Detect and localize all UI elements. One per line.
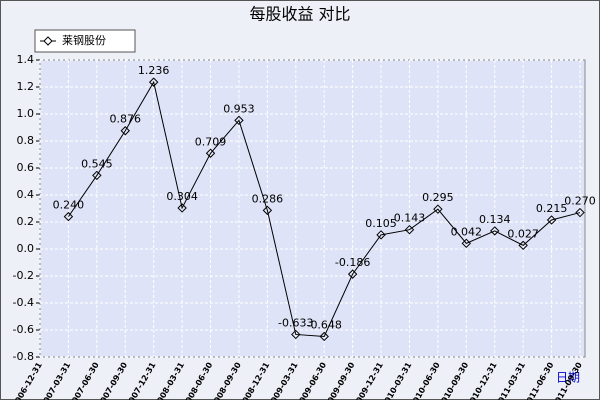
y-tick-label: -0.4 [13,296,34,309]
y-tick-label: 0.2 [17,215,35,228]
legend-marker [43,36,53,46]
plot-area [39,59,586,358]
y-tick-label: -0.2 [13,269,34,282]
point-marker [120,126,130,136]
value-label: 0.876 [110,113,142,126]
legend-box [34,29,136,53]
y-tick-label: 0.6 [17,161,35,174]
point-marker [262,205,273,216]
value-label: 0.545 [81,157,113,170]
y-tick-label: 0.8 [17,134,35,147]
point-marker [376,230,386,240]
value-label: 0.953 [223,102,255,115]
point-marker [546,215,557,225]
value-label: 0.143 [394,212,426,225]
value-label: 1.236 [138,64,170,77]
value-label: -0.186 [335,256,370,269]
x-axis-label: 日期 [556,371,580,385]
legend-label: 莱钢股份 [62,34,106,47]
value-label: 0.105 [365,217,397,230]
point-marker [291,329,301,340]
value-label: 0.134 [479,213,511,226]
y-tick-label: -0.6 [13,323,34,336]
value-label: 0.286 [252,192,284,205]
value-label: 0.270 [564,195,596,208]
point-marker [234,115,244,126]
y-tick-label: 1.2 [17,80,35,93]
point-marker [92,170,102,181]
value-label: -0.648 [306,318,341,331]
series-line [68,80,581,338]
y-tick-label: 1.4 [17,53,35,66]
point-marker [433,204,443,214]
y-tick-label: 1.0 [17,107,35,120]
value-label: 0.709 [195,135,227,148]
value-label: 0.215 [536,202,568,215]
point-marker [63,211,74,222]
value-label: 0.304 [166,190,198,203]
y-tick-label: -0.8 [13,350,34,363]
point-marker [148,77,159,87]
value-label: 0.042 [451,225,483,238]
chart-title: 每股收益 对比 [249,5,350,24]
point-marker [404,224,415,235]
point-marker [518,240,528,251]
value-label: -0.633 [278,316,313,329]
point-marker [319,331,329,342]
point-marker [177,203,187,213]
point-marker [575,207,585,218]
y-tick-label: 0.4 [17,188,35,201]
value-label: 0.295 [422,191,454,204]
value-label: 0.240 [53,199,85,212]
value-label: 0.027 [507,227,539,240]
point-marker [490,226,500,236]
point-marker [205,148,216,158]
point-marker [347,269,358,279]
y-tick-label: 0.0 [17,242,35,255]
point-marker [461,238,472,249]
